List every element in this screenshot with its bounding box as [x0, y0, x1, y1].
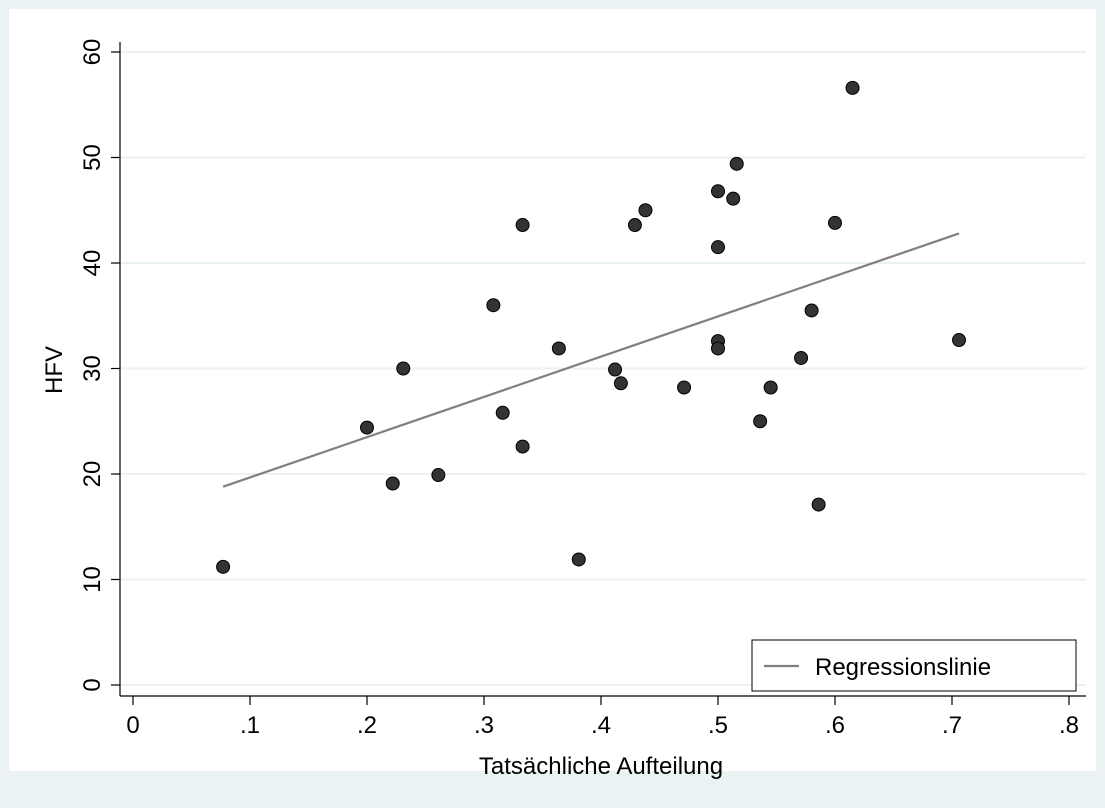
- scatter-point: [385, 476, 400, 491]
- scatter-point: [495, 405, 510, 420]
- x-axis-label: Tatsächliche Aufteilung: [479, 753, 723, 780]
- y-tick-label: 50: [79, 144, 106, 171]
- scatter-point: [431, 468, 446, 483]
- scatter-point: [729, 156, 744, 171]
- scatter-point: [845, 80, 860, 95]
- scatter-point: [828, 215, 842, 230]
- scatter-point: [627, 218, 642, 233]
- y-tick-label: 10: [79, 566, 106, 593]
- x-tick-label: .5: [708, 712, 728, 739]
- scatter-point: [613, 376, 628, 391]
- scatter-point: [677, 380, 692, 395]
- y-tick-label: 0: [79, 678, 106, 691]
- x-tick-label: .8: [1059, 712, 1079, 739]
- y-axis-label: HFV: [41, 346, 68, 394]
- scatter-point: [571, 552, 586, 567]
- scatter-point: [763, 380, 778, 395]
- scatter-point: [638, 203, 653, 218]
- x-tick-label: .7: [942, 712, 962, 739]
- scatter-point: [711, 240, 725, 255]
- regression-line-layer: [222, 232, 960, 488]
- axis-ticks: 0 10 20 30 40 50 60 0 .1 .2 .3 .4 .5 .6 .7 .8: [79, 39, 1079, 739]
- scatter-point: [551, 341, 566, 356]
- scatter-point: [711, 341, 725, 356]
- legend: Regressionslinie: [751, 639, 1077, 692]
- scatter-point: [486, 298, 501, 313]
- x-tick-label: .6: [825, 712, 845, 739]
- x-tick-label: .1: [240, 712, 260, 739]
- legend-label: Regressionslinie: [815, 654, 991, 681]
- scatter-point: [952, 333, 967, 348]
- scatter-points: [216, 80, 967, 574]
- scatter-point: [515, 439, 530, 454]
- scatter-point: [515, 218, 530, 233]
- y-tick-label: 40: [79, 250, 106, 277]
- y-tick-label: 30: [79, 355, 106, 382]
- scatter-point: [216, 559, 231, 574]
- scatter-point: [396, 361, 411, 376]
- scatter-point: [811, 497, 826, 512]
- y-tick-label: 60: [79, 39, 106, 66]
- scatter-point: [753, 414, 768, 429]
- scatter-point: [360, 420, 374, 435]
- scatter-point: [711, 184, 725, 199]
- regression-line: [222, 232, 960, 488]
- x-tick-label: .4: [591, 712, 611, 739]
- y-tick-label: 20: [79, 461, 106, 488]
- gridlines: [121, 51, 1086, 686]
- scatter-point: [608, 362, 623, 377]
- x-tick-label: .3: [474, 712, 494, 739]
- scatter-point: [726, 191, 741, 206]
- x-tick-label: 0: [126, 712, 139, 739]
- scatter-point: [804, 303, 819, 318]
- x-tick-label: .2: [357, 712, 377, 739]
- scatter-point: [794, 350, 809, 365]
- legend-box: [751, 639, 1077, 692]
